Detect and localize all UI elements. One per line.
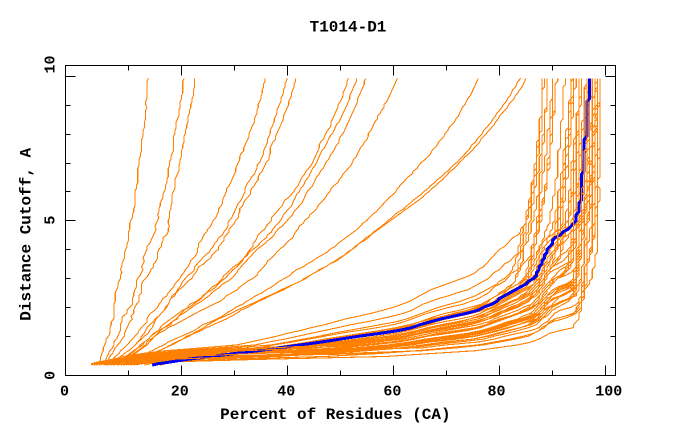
svg-text:Percent of Residues (CA): Percent of Residues (CA) bbox=[220, 406, 450, 424]
svg-text:0: 0 bbox=[42, 371, 59, 380]
svg-text:100: 100 bbox=[595, 384, 622, 401]
svg-text:T1014-D1: T1014-D1 bbox=[310, 19, 387, 37]
svg-text:80: 80 bbox=[487, 384, 505, 401]
svg-text:40: 40 bbox=[277, 384, 295, 401]
svg-text:60: 60 bbox=[383, 384, 401, 401]
svg-text:Distance Cutoff, A: Distance Cutoff, A bbox=[18, 147, 36, 320]
svg-text:5: 5 bbox=[42, 216, 59, 225]
svg-text:0: 0 bbox=[60, 384, 69, 401]
svg-text:20: 20 bbox=[171, 384, 189, 401]
svg-text:10: 10 bbox=[42, 55, 59, 73]
